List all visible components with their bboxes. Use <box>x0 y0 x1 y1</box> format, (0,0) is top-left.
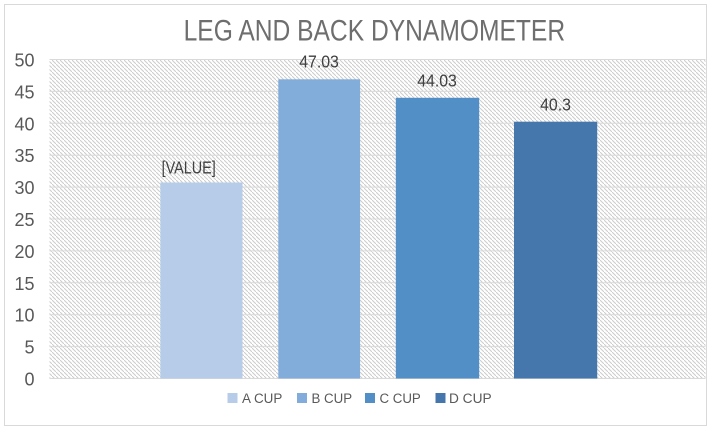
svg-text:LEG AND BACK DYNAMOMETER: LEG AND BACK DYNAMOMETER <box>184 15 565 48</box>
svg-text:15: 15 <box>14 274 34 294</box>
svg-text:25: 25 <box>14 210 34 230</box>
svg-text:A CUP: A CUP <box>242 391 282 407</box>
svg-text:35: 35 <box>14 146 34 166</box>
svg-text:47.03: 47.03 <box>299 52 339 72</box>
svg-text:20: 20 <box>14 242 34 262</box>
svg-text:0: 0 <box>24 370 34 390</box>
svg-text:40.3: 40.3 <box>540 94 571 114</box>
svg-text:[VALUE]: [VALUE] <box>162 157 216 177</box>
svg-text:10: 10 <box>14 306 34 326</box>
svg-text:5: 5 <box>24 338 34 358</box>
svg-text:50: 50 <box>14 51 34 71</box>
svg-text:45: 45 <box>14 82 34 102</box>
svg-text:C CUP: C CUP <box>380 391 421 407</box>
svg-text:30: 30 <box>14 178 34 198</box>
svg-text:44.03: 44.03 <box>417 70 457 90</box>
svg-text:40: 40 <box>14 114 34 134</box>
svg-text:D CUP: D CUP <box>449 391 492 407</box>
svg-text:B CUP: B CUP <box>312 391 353 407</box>
